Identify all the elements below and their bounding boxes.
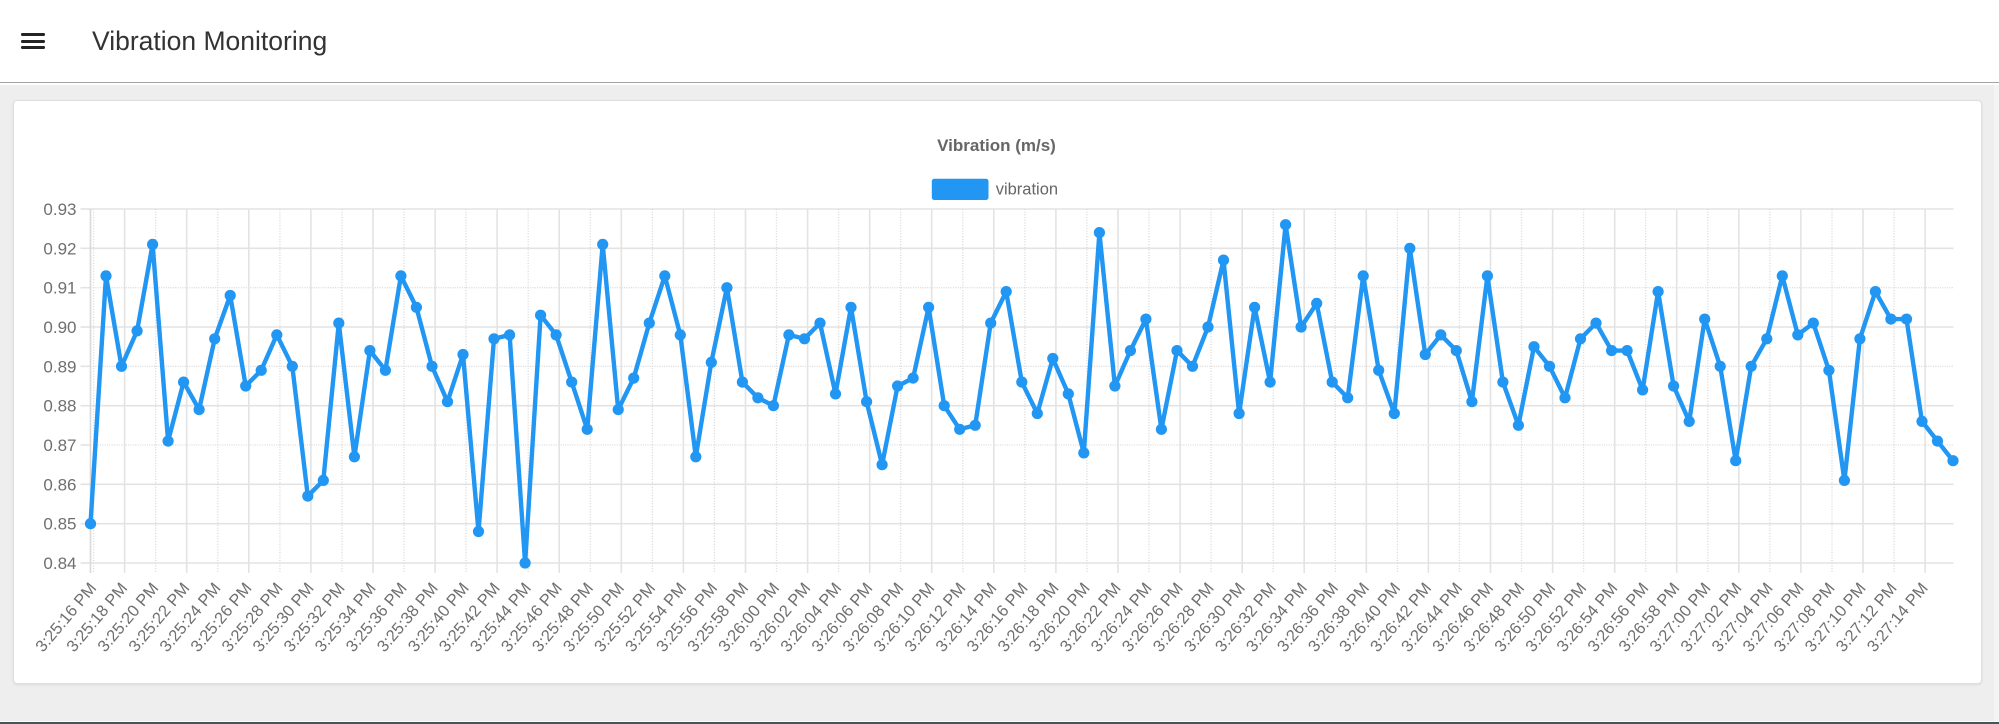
svg-text:0.86: 0.86	[43, 475, 76, 494]
svg-text:Vibration (m/s): Vibration (m/s)	[937, 136, 1056, 155]
svg-text:0.90: 0.90	[43, 318, 76, 337]
svg-text:0.85: 0.85	[43, 515, 76, 534]
svg-text:0.89: 0.89	[43, 357, 76, 376]
svg-text:0.93: 0.93	[43, 200, 76, 219]
svg-text:0.91: 0.91	[43, 279, 76, 298]
svg-text:vibration: vibration	[996, 180, 1058, 198]
svg-text:0.88: 0.88	[43, 397, 76, 416]
svg-text:0.92: 0.92	[43, 239, 76, 258]
svg-text:0.87: 0.87	[43, 436, 76, 455]
svg-text:0.84: 0.84	[43, 554, 76, 573]
